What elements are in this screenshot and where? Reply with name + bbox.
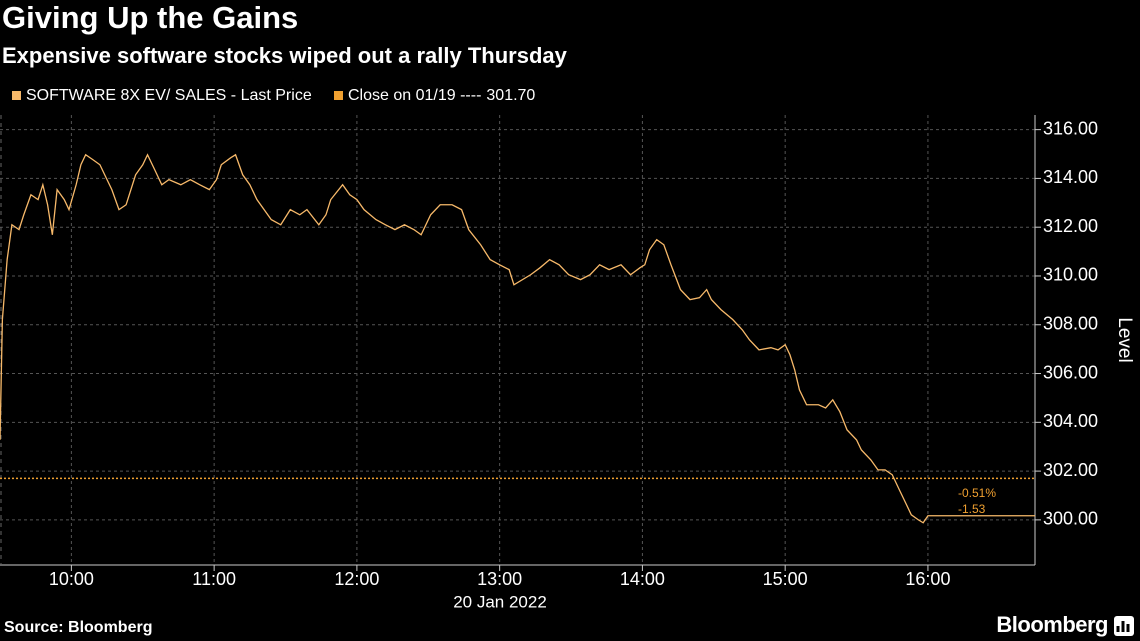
annotation: -1.53 [958, 502, 986, 516]
x-tick-label: 13:00 [477, 569, 522, 589]
y-tick-label: 310.00 [1043, 265, 1098, 285]
legend-label: Close on 01/19 ---- [348, 87, 481, 104]
x-tick-label: 10:00 [49, 569, 94, 589]
legend-swatch [334, 91, 343, 100]
source: Source: Bloomberg [4, 619, 152, 636]
y-tick-label: 300.00 [1043, 509, 1098, 529]
x-tick-label: 15:00 [763, 569, 808, 589]
chart-title: Giving Up the Gains [2, 0, 298, 35]
legend-value: 301.70 [486, 87, 535, 104]
x-tick-label: 16:00 [905, 569, 950, 589]
x-tick-label: 14:00 [620, 569, 665, 589]
y-tick-label: 306.00 [1043, 362, 1098, 382]
y-axis-label: Level [1114, 317, 1135, 362]
legend-swatch [12, 91, 21, 100]
price-line [0, 153, 1035, 524]
y-tick-label: 316.00 [1043, 118, 1098, 138]
brand-logo: Bloomberg [996, 612, 1108, 637]
x-axis-label: 20 Jan 2022 [453, 592, 547, 611]
x-tick-label: 12:00 [334, 569, 379, 589]
y-tick-label: 308.00 [1043, 314, 1098, 334]
brand-icon-bars [1116, 621, 1130, 632]
chart-subtitle: Expensive software stocks wiped out a ra… [2, 43, 568, 68]
x-tick-label: 11:00 [192, 569, 236, 589]
y-tick-label: 314.00 [1043, 167, 1098, 187]
y-tick-label: 312.00 [1043, 216, 1098, 236]
legend-label: SOFTWARE 8X EV/ SALES - Last Price [26, 87, 312, 104]
y-tick-label: 304.00 [1043, 411, 1098, 431]
annotation: -0.51% [958, 486, 996, 500]
y-tick-label: 302.00 [1043, 460, 1098, 480]
